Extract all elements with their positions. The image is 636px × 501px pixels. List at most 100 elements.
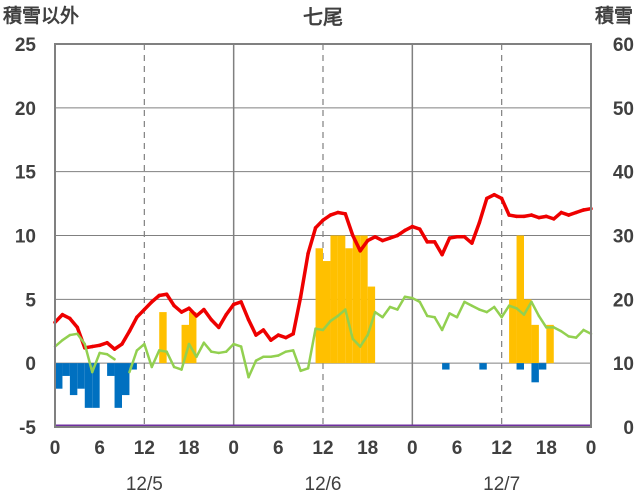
date-label: 12/6 bbox=[305, 474, 342, 495]
red-line-segment bbox=[499, 196, 511, 217]
x-tick-label: 0 bbox=[586, 438, 597, 459]
green-line-segment bbox=[329, 314, 340, 323]
green-line-segment bbox=[403, 295, 414, 300]
red-line-segment bbox=[127, 315, 139, 333]
green-line-segment bbox=[440, 312, 451, 332]
snowfall-bar bbox=[181, 324, 189, 364]
y-right-tick-label: 30 bbox=[613, 227, 634, 248]
snowfall-bar bbox=[509, 299, 517, 364]
x-tick-label: 18 bbox=[536, 438, 557, 459]
green-line-segment bbox=[217, 350, 228, 355]
red-line-segment bbox=[351, 233, 362, 253]
green-line-segment bbox=[567, 335, 578, 339]
red-line-segment bbox=[432, 240, 444, 257]
green-line-segment bbox=[143, 342, 154, 369]
red-line-segment bbox=[313, 218, 325, 230]
green-line-segment bbox=[277, 350, 288, 357]
negative-bar bbox=[107, 363, 115, 376]
snowfall-bar bbox=[159, 312, 167, 364]
x-tick-label: 6 bbox=[273, 438, 284, 459]
green-line-segment bbox=[299, 367, 310, 373]
negative-bar bbox=[442, 363, 450, 370]
red-line-segment bbox=[68, 316, 80, 330]
red-line-segment bbox=[135, 307, 147, 319]
negative-bar bbox=[69, 363, 78, 396]
red-line-segment bbox=[470, 220, 482, 245]
green-line-segment bbox=[552, 326, 563, 333]
snowfall-bar bbox=[360, 235, 368, 364]
green-line-segment bbox=[463, 300, 474, 307]
green-line-segment bbox=[53, 338, 64, 348]
y-left-tick-label: 15 bbox=[15, 163, 37, 184]
red-line-segment bbox=[358, 238, 370, 253]
negative-bar bbox=[122, 363, 130, 396]
green-line-segment bbox=[336, 308, 347, 318]
snowfall-bar bbox=[315, 248, 323, 364]
y-right-tick-label: 50 bbox=[613, 99, 634, 120]
red-line-segment bbox=[217, 312, 228, 330]
green-line-segment bbox=[61, 333, 72, 342]
green-line-segment bbox=[172, 365, 183, 371]
x-tick-label: 6 bbox=[452, 438, 463, 459]
right-axis-title: 積雪 bbox=[595, 4, 633, 27]
red-line-segment bbox=[142, 300, 154, 312]
x-tick-label: 12 bbox=[312, 438, 333, 459]
y-left-tick-label: 5 bbox=[25, 290, 36, 311]
green-line-segment bbox=[321, 319, 332, 332]
green-line-segment bbox=[425, 314, 436, 319]
negative-bar bbox=[62, 363, 70, 376]
green-line-segment bbox=[388, 305, 399, 311]
green-line-segment bbox=[202, 341, 213, 353]
green-line-segment bbox=[559, 330, 570, 338]
green-line-segment bbox=[232, 342, 243, 348]
red-line-segment bbox=[239, 300, 251, 322]
red-line-segment bbox=[202, 307, 214, 322]
negative-bar bbox=[77, 363, 85, 389]
green-line-segment bbox=[574, 328, 585, 339]
green-line-segment bbox=[247, 359, 258, 379]
green-line-segment bbox=[381, 305, 392, 319]
snowfall-bar bbox=[546, 324, 554, 364]
date-label: 12/5 bbox=[126, 474, 163, 495]
green-line-segment bbox=[195, 341, 206, 359]
green-line-segment bbox=[522, 300, 533, 316]
green-line-segment bbox=[224, 342, 235, 353]
green-line-segment bbox=[83, 342, 94, 374]
red-line-segment bbox=[291, 295, 303, 336]
negative-bar bbox=[114, 363, 122, 408]
green-line-segment bbox=[135, 342, 146, 352]
green-line-segment bbox=[254, 355, 265, 362]
green-line-segment bbox=[433, 315, 444, 332]
green-line-segment bbox=[157, 349, 168, 353]
y-left-tick-label: 10 bbox=[15, 227, 36, 248]
red-line-segment bbox=[246, 318, 258, 337]
x-tick-label: 18 bbox=[357, 438, 378, 459]
green-line-segment bbox=[492, 305, 503, 319]
green-line-segment bbox=[314, 327, 325, 332]
y-right-tick-label: 60 bbox=[613, 35, 634, 56]
y-right-tick-label: 0 bbox=[623, 418, 634, 439]
green-line-segment bbox=[418, 300, 429, 318]
x-tick-label: 18 bbox=[178, 438, 199, 459]
negative-bar bbox=[92, 363, 100, 408]
y-left-tick-label: 0 bbox=[25, 354, 36, 375]
red-line-segment bbox=[224, 302, 236, 317]
green-line-segment bbox=[98, 351, 109, 356]
x-tick-label: 12 bbox=[134, 438, 155, 459]
red-line-segment bbox=[298, 251, 310, 299]
green-line-segment bbox=[470, 304, 481, 311]
y-right-tick-label: 10 bbox=[613, 354, 634, 375]
chart-title: 七尾 bbox=[303, 5, 343, 29]
red-line-segment bbox=[53, 312, 65, 325]
red-line-segment bbox=[261, 328, 273, 342]
green-line-segment bbox=[239, 345, 250, 379]
red-line-segment bbox=[477, 196, 489, 225]
green-line-segment bbox=[396, 295, 407, 311]
snowfall-bar bbox=[337, 235, 346, 364]
x-tick-label: 0 bbox=[50, 438, 61, 459]
snowfall-bar bbox=[189, 312, 197, 364]
negative-bar bbox=[538, 363, 547, 370]
green-line-segment bbox=[210, 350, 221, 355]
